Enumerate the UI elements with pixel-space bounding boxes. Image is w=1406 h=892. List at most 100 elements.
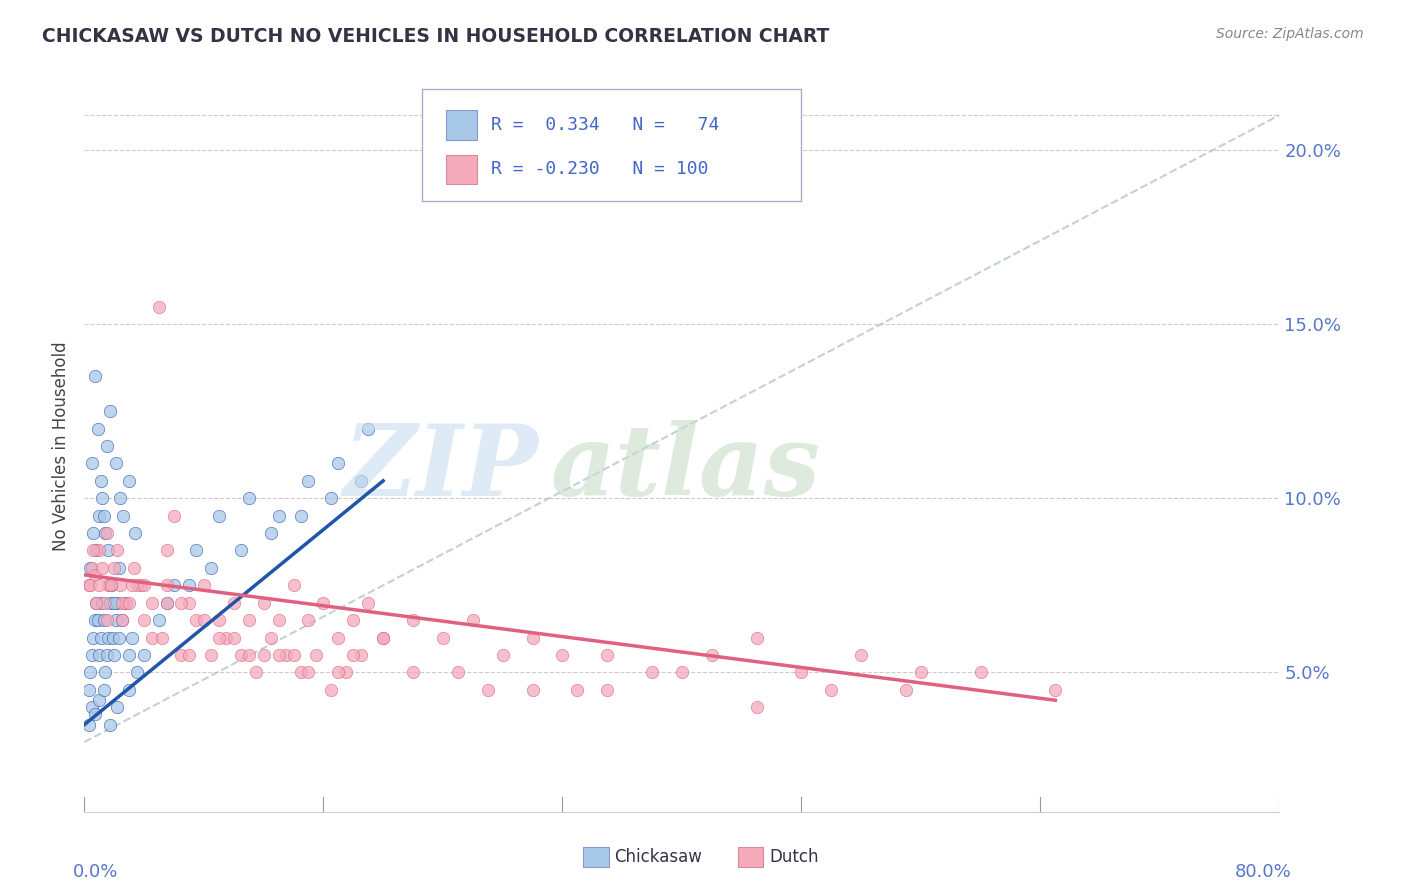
Point <box>208 613 231 627</box>
Point <box>186 543 208 558</box>
Point <box>77 578 100 592</box>
Point <box>103 648 125 662</box>
Point <box>118 648 141 662</box>
Point <box>98 717 121 731</box>
Text: 0.0%: 0.0% <box>73 863 118 881</box>
Point <box>87 421 110 435</box>
Point <box>222 631 245 645</box>
Point <box>100 578 122 592</box>
Point <box>96 526 118 541</box>
Point <box>93 613 115 627</box>
Point <box>98 596 121 610</box>
Point <box>492 648 515 662</box>
Point <box>101 631 124 645</box>
Point <box>253 596 276 610</box>
Point <box>177 578 200 592</box>
Point <box>89 508 111 523</box>
Point <box>87 613 110 627</box>
Point <box>238 491 260 506</box>
Point <box>103 561 125 575</box>
Point <box>105 543 128 558</box>
Point <box>790 665 813 680</box>
Point <box>82 526 104 541</box>
Point <box>96 648 118 662</box>
Point <box>83 707 105 722</box>
Point <box>121 631 143 645</box>
Point <box>132 613 156 627</box>
Point <box>100 578 122 592</box>
Point <box>177 648 200 662</box>
Point <box>253 648 276 662</box>
Point <box>215 631 238 645</box>
Point <box>245 665 267 680</box>
Point <box>96 613 118 627</box>
Point <box>82 543 104 558</box>
Point <box>155 596 177 610</box>
Point <box>319 491 342 506</box>
Point <box>93 682 115 697</box>
Text: Source: ZipAtlas.com: Source: ZipAtlas.com <box>1216 27 1364 41</box>
Point <box>79 578 101 592</box>
Point <box>297 474 319 488</box>
Point <box>328 457 350 471</box>
Point <box>97 631 120 645</box>
Point <box>163 508 186 523</box>
Text: atlas: atlas <box>551 420 821 516</box>
Point <box>104 613 127 627</box>
Point <box>110 491 132 506</box>
Point <box>121 578 143 592</box>
Point <box>671 665 693 680</box>
Point <box>155 578 177 592</box>
Point <box>402 613 425 627</box>
Point <box>238 613 260 627</box>
Text: CHICKASAW VS DUTCH NO VEHICLES IN HOUSEHOLD CORRELATION CHART: CHICKASAW VS DUTCH NO VEHICLES IN HOUSEH… <box>42 27 830 45</box>
Point <box>461 613 484 627</box>
Point <box>335 665 357 680</box>
Point <box>77 682 100 697</box>
Point <box>86 596 108 610</box>
Point <box>115 596 138 610</box>
Point <box>522 631 544 645</box>
Point <box>86 596 108 610</box>
Point <box>267 613 290 627</box>
Text: ZIP: ZIP <box>343 420 538 516</box>
Point <box>567 682 589 697</box>
Point <box>112 508 135 523</box>
Point <box>125 578 148 592</box>
Point <box>170 596 193 610</box>
Point <box>150 631 173 645</box>
Point <box>90 474 112 488</box>
Point <box>118 474 141 488</box>
Point <box>1045 682 1067 697</box>
Point <box>111 613 134 627</box>
Point <box>267 508 290 523</box>
Point <box>94 526 117 541</box>
Point <box>93 596 115 610</box>
Text: R = -0.230   N = 100: R = -0.230 N = 100 <box>491 161 709 178</box>
Point <box>80 648 103 662</box>
Point <box>820 682 842 697</box>
Point <box>122 561 145 575</box>
Point <box>522 682 544 697</box>
Point <box>90 631 112 645</box>
Point <box>86 543 108 558</box>
Point <box>83 613 105 627</box>
Point <box>222 596 245 610</box>
Point <box>163 578 186 592</box>
Point <box>89 543 111 558</box>
Point <box>83 369 105 384</box>
Point <box>177 596 200 610</box>
Point <box>267 648 290 662</box>
Point <box>357 421 380 435</box>
Point <box>141 596 163 610</box>
Point <box>170 648 193 662</box>
Point <box>77 717 100 731</box>
Point <box>290 665 312 680</box>
Point <box>745 631 768 645</box>
Text: Chickasaw: Chickasaw <box>614 848 703 866</box>
Point <box>350 648 373 662</box>
Point <box>96 439 118 453</box>
Point <box>107 631 129 645</box>
Text: Dutch: Dutch <box>769 848 818 866</box>
Point <box>357 596 380 610</box>
